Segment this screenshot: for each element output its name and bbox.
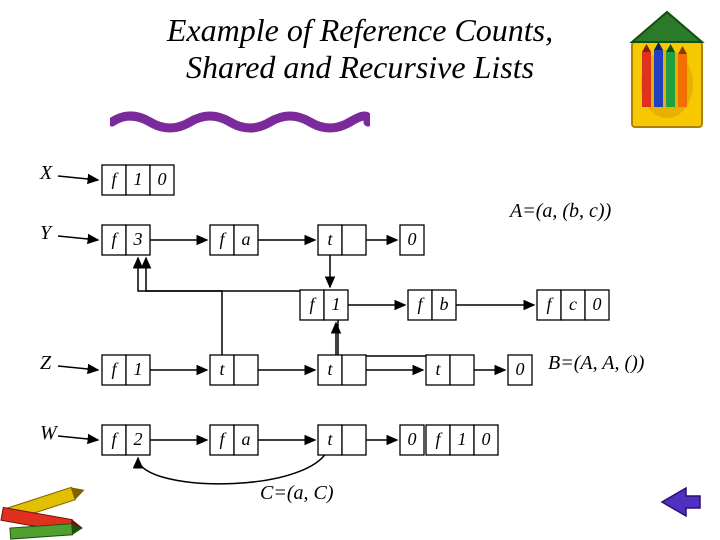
label-arrows bbox=[0, 0, 720, 540]
